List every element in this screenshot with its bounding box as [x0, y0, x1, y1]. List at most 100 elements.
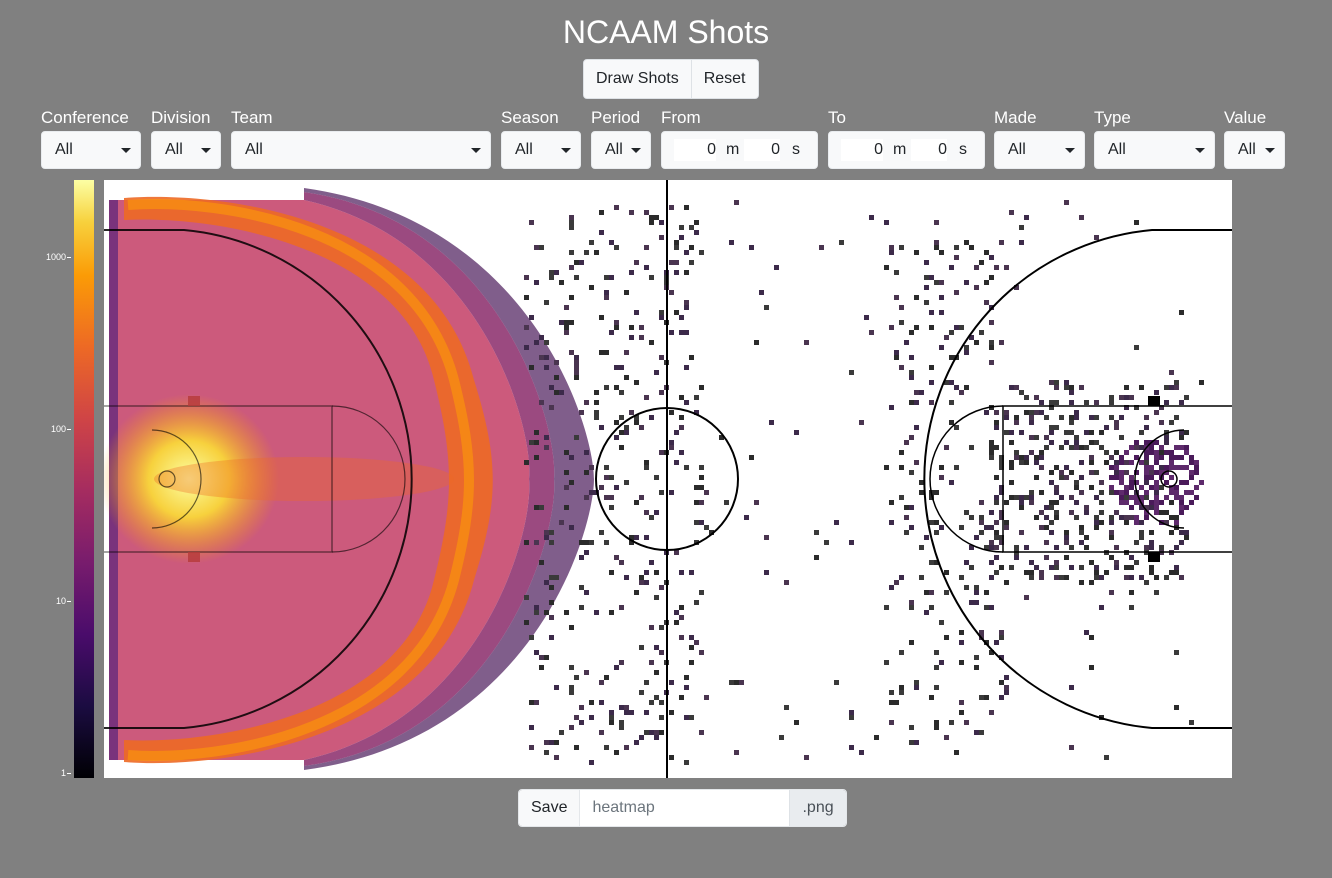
shot-cell	[719, 435, 724, 440]
reset-button[interactable]: Reset	[690, 60, 758, 98]
shot-cell	[1024, 495, 1029, 500]
shot-cell	[654, 570, 659, 575]
shot-cell	[999, 630, 1004, 635]
save-button[interactable]: Save	[519, 790, 581, 826]
shot-cell	[1139, 385, 1144, 390]
shot-cell	[1024, 570, 1029, 575]
to-seconds-input[interactable]: 0	[911, 139, 947, 161]
shot-heatmap-court[interactable]	[104, 180, 1232, 778]
filename-input[interactable]	[580, 790, 790, 826]
made-select[interactable]: All	[994, 131, 1085, 169]
shot-cell	[1154, 490, 1159, 495]
shot-cell	[1164, 470, 1169, 475]
shot-cell	[654, 475, 659, 480]
shot-cell	[834, 680, 839, 685]
shot-cell	[1034, 515, 1039, 520]
to-minutes-input[interactable]: 0	[841, 139, 883, 161]
shot-cell	[924, 260, 929, 265]
shot-cell	[884, 465, 889, 470]
left-rim	[158, 470, 176, 488]
shot-cell	[699, 385, 704, 390]
shot-cell	[639, 690, 644, 695]
shot-cell	[699, 465, 704, 470]
shot-cell	[989, 545, 994, 550]
shot-cell	[634, 420, 639, 425]
shot-cell	[989, 275, 994, 280]
shot-cell	[634, 740, 639, 745]
shot-cell	[1164, 435, 1169, 440]
shot-cell	[599, 210, 604, 215]
shot-cell	[1134, 440, 1139, 445]
shot-cell	[654, 370, 659, 375]
shot-cell	[1174, 485, 1179, 490]
shot-cell	[609, 715, 614, 720]
right-rim	[1160, 470, 1178, 488]
shot-cell	[889, 325, 894, 330]
shot-cell	[564, 330, 569, 335]
shot-cell	[544, 300, 549, 305]
shot-cell	[649, 415, 654, 420]
shot-cell	[1119, 495, 1124, 500]
draw-shots-button[interactable]: Draw Shots	[584, 60, 691, 98]
shot-cell	[1069, 420, 1074, 425]
shot-cell	[609, 475, 614, 480]
shot-cell	[1174, 380, 1179, 385]
shot-cell	[1124, 485, 1129, 490]
shot-cell	[659, 585, 664, 590]
shot-cell	[1004, 675, 1009, 680]
shot-cell	[1144, 490, 1149, 495]
shot-cell	[1054, 465, 1059, 470]
shot-cell	[989, 450, 994, 455]
shot-cell	[994, 500, 999, 505]
shot-cell	[599, 230, 604, 235]
shot-cell	[784, 705, 789, 710]
shot-cell	[579, 410, 584, 415]
shot-cell	[584, 590, 589, 595]
shot-cell	[1144, 475, 1149, 480]
shot-cell	[749, 245, 754, 250]
shot-cell	[569, 690, 574, 695]
conference-select[interactable]: All	[41, 131, 141, 169]
shot-cell	[544, 750, 549, 755]
shot-cell	[644, 395, 649, 400]
shot-cell	[949, 400, 954, 405]
shot-cell	[1024, 460, 1029, 465]
from-minutes-input[interactable]: 0	[674, 139, 716, 161]
density-fringe	[304, 192, 555, 766]
shot-cell	[1184, 480, 1189, 485]
shot-cell	[539, 335, 544, 340]
shot-cell	[1179, 435, 1184, 440]
shot-cell	[1134, 495, 1139, 500]
shot-cell	[639, 325, 644, 330]
team-select[interactable]: All	[231, 131, 491, 169]
season-select[interactable]: All	[501, 131, 581, 169]
shot-cell	[924, 300, 929, 305]
shot-cell	[634, 590, 639, 595]
shot-cell	[639, 425, 644, 430]
shot-cell	[589, 465, 594, 470]
shot-cell	[899, 465, 904, 470]
page-title: NCAAM Shots	[562, 14, 770, 50]
shot-cell	[1069, 415, 1074, 420]
shot-cell	[1034, 455, 1039, 460]
shot-cell	[994, 420, 999, 425]
to-minutes-unit: m	[893, 141, 907, 158]
shot-cell	[604, 275, 609, 280]
shot-cell	[1094, 440, 1099, 445]
shot-cell	[969, 600, 974, 605]
shot-cell	[679, 225, 684, 230]
period-select[interactable]: All	[591, 131, 651, 169]
shot-cell	[1024, 455, 1029, 460]
shot-cell	[1114, 545, 1119, 550]
shot-cell	[1039, 455, 1044, 460]
shot-cell	[1154, 470, 1159, 475]
division-select[interactable]: All	[151, 131, 221, 169]
shot-cell	[1054, 545, 1059, 550]
shot-cell	[1159, 455, 1164, 460]
shot-cell	[569, 320, 574, 325]
shot-cell	[594, 610, 599, 615]
from-seconds-input[interactable]: 0	[744, 139, 780, 161]
value-select[interactable]: All	[1224, 131, 1285, 169]
shot-cell	[1004, 690, 1009, 695]
type-select[interactable]: All	[1094, 131, 1215, 169]
